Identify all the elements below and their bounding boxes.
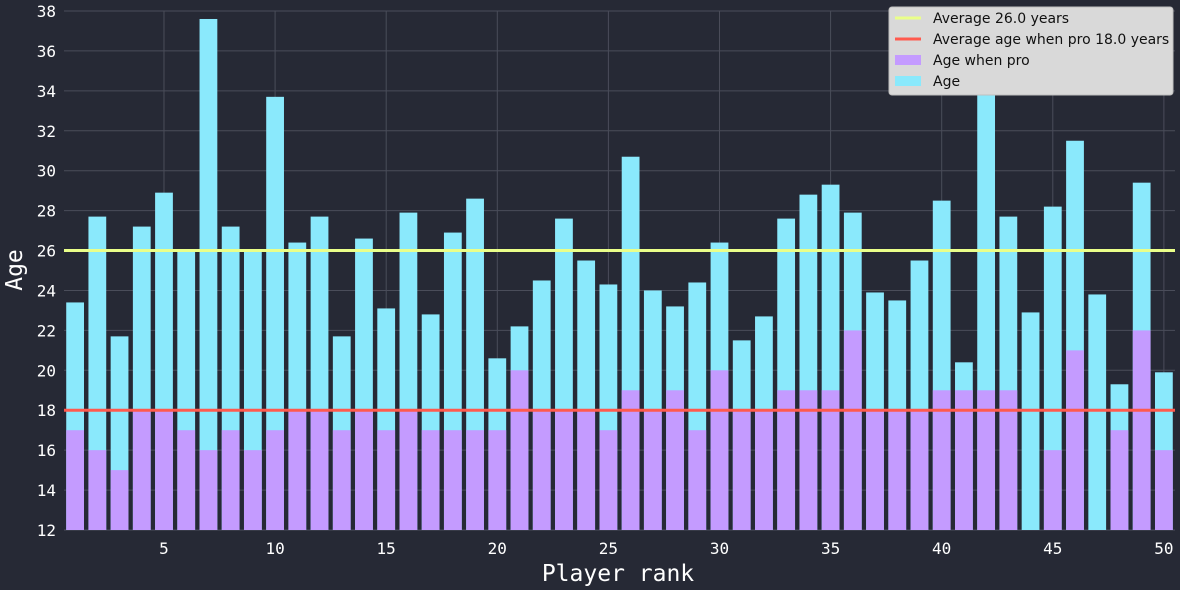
age-when-pro-bar	[243, 450, 262, 530]
age-when-pro-bar	[399, 410, 418, 530]
age-when-pro-bar	[955, 390, 973, 530]
age-when-pro-bar	[710, 370, 729, 530]
legend-label-age-when-pro: Age when pro	[933, 53, 1030, 69]
age-when-pro-bar	[532, 410, 551, 530]
age-when-pro-bar	[799, 390, 818, 530]
x-tick-label: 35	[821, 539, 840, 558]
age-when-pro-bar	[999, 390, 1018, 530]
age-when-pro-bar	[599, 430, 618, 530]
age-when-pro-bar	[66, 430, 84, 530]
age-when-pro-bar	[910, 410, 929, 530]
x-tick-label: 45	[1043, 539, 1062, 558]
y-tick-label: 26	[37, 242, 56, 261]
age-when-pro-bar	[843, 330, 862, 530]
age-when-pro-bar	[221, 430, 240, 530]
age-when-pro-bar	[288, 410, 307, 530]
y-tick-label: 14	[37, 481, 56, 500]
age-when-pro-bar	[1066, 350, 1084, 530]
legend-swatch-age	[895, 76, 921, 86]
age-when-pro-bar	[488, 430, 507, 530]
x-tick-label: 10	[265, 539, 284, 558]
legend-label-age: Age	[933, 74, 960, 90]
age-when-pro-bar	[777, 390, 796, 530]
y-tick-label: 24	[37, 281, 56, 300]
y-tick-label: 12	[37, 521, 56, 540]
y-tick-label: 20	[37, 361, 56, 380]
y-tick-label: 28	[37, 202, 56, 221]
reference-lines	[64, 249, 1175, 412]
legend-label-pro-average: Average age when pro 18.0 years	[933, 32, 1169, 48]
age-bar	[199, 18, 218, 530]
y-tick-label: 16	[37, 441, 56, 460]
age-when-pro-bar	[866, 410, 884, 530]
age-when-pro-bar	[932, 390, 951, 530]
age-when-pro-bar	[88, 450, 107, 530]
age-when-pro-bar	[443, 430, 462, 530]
y-axis-title: Age	[2, 249, 28, 291]
age-when-pro-bar	[621, 390, 640, 530]
age-when-pro-bar	[755, 410, 773, 530]
x-tick-label: 30	[710, 539, 729, 558]
age-bar	[266, 96, 284, 530]
age-bar	[1021, 312, 1040, 530]
age-when-pro-bar	[199, 450, 218, 530]
age-when-pro-bar	[132, 410, 151, 530]
x-tick-label: 20	[488, 539, 507, 558]
age-when-pro-bar	[555, 410, 573, 530]
legend-box	[888, 6, 1174, 96]
y-tick-label: 36	[37, 42, 56, 61]
age-when-pro-bar	[977, 390, 996, 530]
y-tick-label: 30	[37, 162, 56, 181]
age-bar	[1043, 206, 1062, 530]
age-when-pro-bar	[821, 390, 840, 530]
x-tick-label: 40	[932, 539, 951, 558]
x-axis-title: Player rank	[542, 561, 694, 587]
age-when-pro-bar	[510, 370, 529, 530]
age-when-pro-bar	[310, 410, 329, 530]
age-when-pro-bar	[155, 410, 173, 530]
x-tick-label: 15	[377, 539, 396, 558]
tick-labels: 12 14 16 18 20 22 24 26 28 30 32 34 36 38 5 10 15 20 25 30 3…	[37, 2, 1174, 558]
age-when-pro-bar	[666, 390, 684, 530]
x-tick-label: 25	[599, 539, 618, 558]
age-when-pro-bar	[1155, 450, 1173, 530]
age-when-pro-bar	[355, 410, 373, 530]
x-tick-label: 50	[1154, 539, 1173, 558]
age-when-pro-bar	[1132, 330, 1151, 530]
y-tick-label: 18	[37, 401, 56, 420]
y-tick-label: 32	[37, 122, 56, 141]
y-tick-label: 34	[37, 82, 56, 101]
age-when-pro-bar	[1043, 450, 1062, 530]
age-bar	[1088, 294, 1107, 530]
bars	[66, 18, 1173, 531]
age-when-pro-bar	[643, 410, 662, 530]
age-when-pro-bar	[1110, 430, 1129, 530]
y-tick-label: 22	[37, 321, 56, 340]
x-tick-label: 5	[159, 539, 169, 558]
y-tick-label: 38	[37, 2, 56, 21]
age-when-pro-bar	[688, 430, 707, 530]
age-when-pro-bar	[466, 430, 484, 530]
age-when-pro-bar	[421, 430, 440, 530]
age-when-pro-bar	[110, 470, 129, 530]
age-when-pro-bar	[577, 410, 596, 530]
legend-label-average: Average 26.0 years	[933, 11, 1069, 27]
age-when-pro-bar	[332, 430, 351, 530]
legend: Average 26.0 years Average age when pro …	[888, 6, 1174, 96]
age-when-pro-bar	[732, 410, 751, 530]
legend-swatch-age-when-pro	[895, 55, 921, 65]
age-when-pro-bar	[266, 430, 284, 530]
age-when-pro-bar	[177, 430, 196, 530]
age-when-pro-bar	[377, 430, 396, 530]
age-when-pro-bar	[888, 410, 907, 530]
